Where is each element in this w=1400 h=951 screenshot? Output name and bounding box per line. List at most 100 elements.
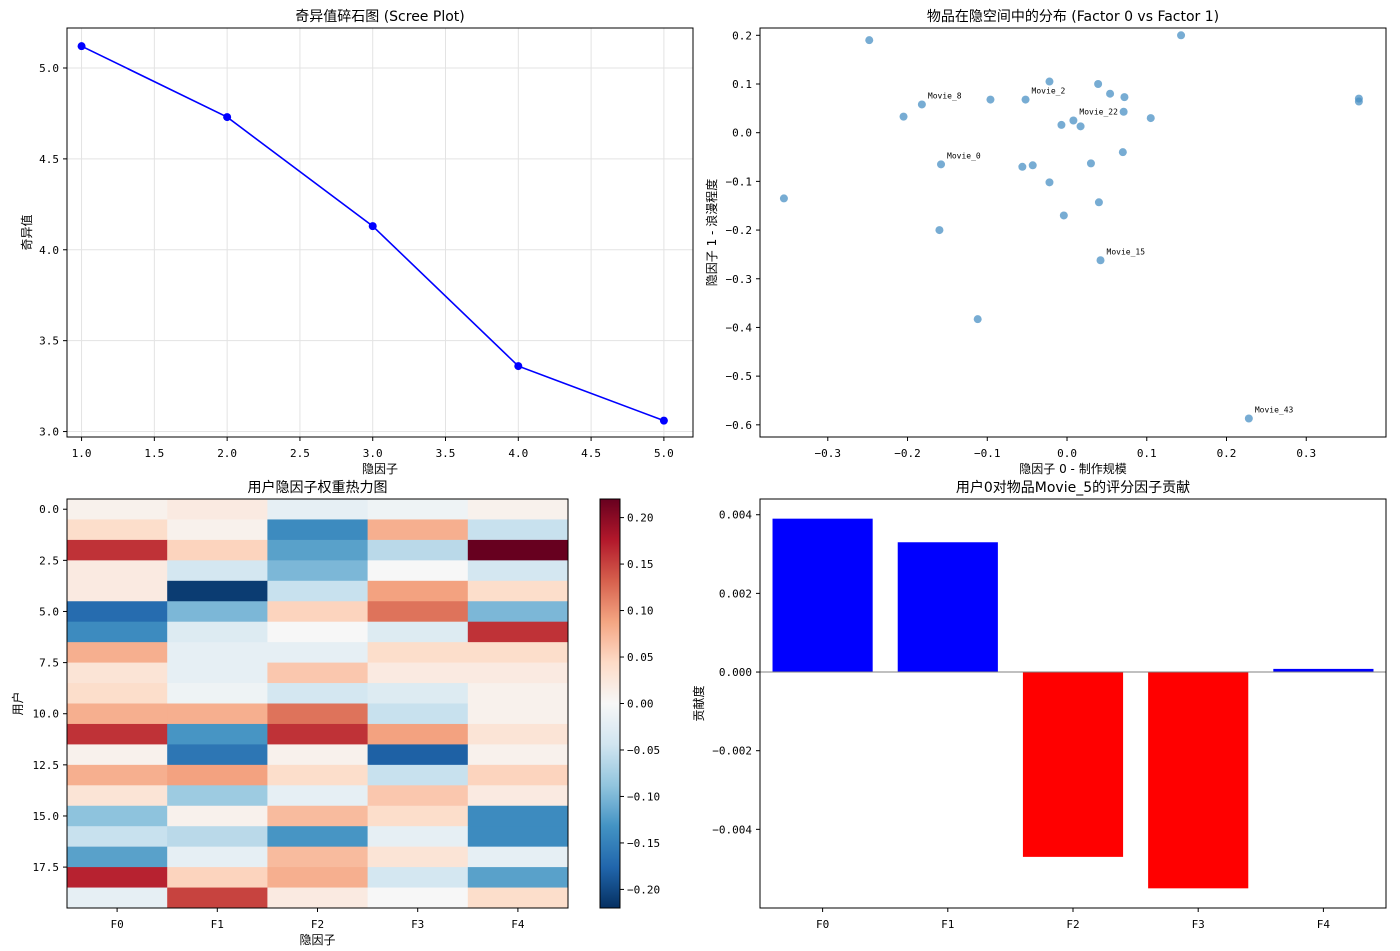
x-tick-label: F1 [211,918,224,931]
heatmap-cell [467,601,569,623]
heatmap-cell [267,580,369,602]
colorbar-tick-label: −0.05 [627,744,660,757]
heatmap-cell [267,785,369,807]
y-axis-label: 隐因子 1 - 浪漫程度 [704,179,719,286]
x-axis-label: 隐因子 0 - 制作规模 [1019,461,1126,476]
colorbar-tick-label: 0.15 [627,558,654,571]
x-tick-label: 1.0 [72,447,92,460]
heatmap-cell [267,560,369,582]
heatmap-cell [167,785,268,807]
heatmap-cell [67,785,168,807]
heatmap-cell [467,887,569,909]
contribution-bar [772,518,873,673]
y-tick-label: 12.5 [33,759,60,772]
plot-frame [66,27,694,438]
heatmap-cell [167,539,268,561]
contribution-bar [1022,672,1124,857]
heatmap-cell [367,519,469,541]
heatmap-cell [167,621,268,643]
heatmap-cell [467,580,569,602]
x-tick-label: F1 [941,918,954,931]
heatmap-cell [367,703,469,725]
heatmap-cell [467,642,569,664]
item-point [1045,178,1054,187]
x-tick-label: 2.5 [290,447,310,460]
heatmap-cell [467,683,569,704]
y-tick-label: 3.0 [39,426,59,439]
y-tick-label: 0.002 [719,587,752,600]
heatmap-cell [167,560,268,582]
heatmap-cell [267,601,369,623]
item-point [779,194,788,203]
y-tick-label: 0.000 [719,666,752,679]
heatmap-cell [67,580,168,602]
heatmap-frame [66,498,569,909]
heatmap-cell [467,764,569,786]
x-tick-label: 5.0 [654,447,674,460]
y-tick-label: 0.0 [39,503,59,516]
contribution-bar [897,542,998,673]
heatmap-cell [267,519,369,541]
heatmap-cell [267,826,369,848]
item-annotation: Movie_15 [1107,247,1146,256]
heatmap-cell [267,703,369,725]
heatmap-cell [467,805,569,827]
y-tick-label: −0.3 [726,273,753,286]
heatmap-cell [267,539,369,561]
item-point [1177,31,1186,40]
y-tick-label: 0.1 [732,78,752,91]
heatmap-cell [467,723,569,745]
item-point [937,160,946,169]
item-point [899,112,908,121]
x-tick-label: 0.0 [1057,447,1077,460]
heatmap-cell [167,723,268,745]
heatmap-cell [167,580,268,602]
y-tick-label: 0.004 [719,509,752,522]
heatmap-cell [267,887,369,909]
item-point [1244,414,1253,423]
item-point [1057,120,1066,129]
item-point [1096,256,1105,265]
y-axis-label: 用户 [10,691,25,715]
item-point [1069,116,1078,125]
item-point [1094,198,1103,207]
heatmap-cell [367,662,469,684]
colorbar-tick-label: −0.15 [627,837,660,850]
heatmap-cell [267,662,369,684]
heatmap-cell [67,826,168,848]
singular-value-point [514,362,523,371]
singular-value-point [223,113,232,122]
x-tick-label: F3 [411,918,424,931]
x-tick-label: 4.5 [581,447,601,460]
colorbar-tick-label: −0.10 [627,790,660,803]
singular-value-point [368,222,377,231]
heatmap-cell [267,846,369,868]
colorbar-tick-label: 0.00 [627,698,654,711]
item-point [973,315,982,324]
heatmap-cell [367,785,469,807]
x-tick-label: −0.2 [894,447,921,460]
y-tick-label: −0.002 [712,745,752,758]
heatmap-cell [67,723,168,745]
heatmap-cell [167,867,268,889]
heatmap-cell [67,867,168,889]
y-tick-label: 17.5 [33,861,60,874]
item-annotation: Movie_8 [928,91,962,100]
heatmap-cell [167,805,268,827]
colorbar-tick-label: 0.20 [627,512,654,525]
heatmap-cell [267,764,369,786]
heatmap-cell [467,867,569,889]
item-point [917,100,926,109]
contribution-bar [1148,672,1249,889]
heatmap-cell [167,744,268,766]
x-tick-label: F2 [1066,918,1079,931]
heatmap-cell [367,642,469,664]
x-tick-label: −0.3 [815,447,842,460]
heatmap-cell [167,642,268,664]
x-tick-label: F4 [511,918,525,931]
y-axis-label: 奇异值 [19,214,34,250]
x-tick-label: F0 [816,918,829,931]
heatmap-cell [67,805,168,827]
y-tick-label: 10.0 [33,708,60,721]
